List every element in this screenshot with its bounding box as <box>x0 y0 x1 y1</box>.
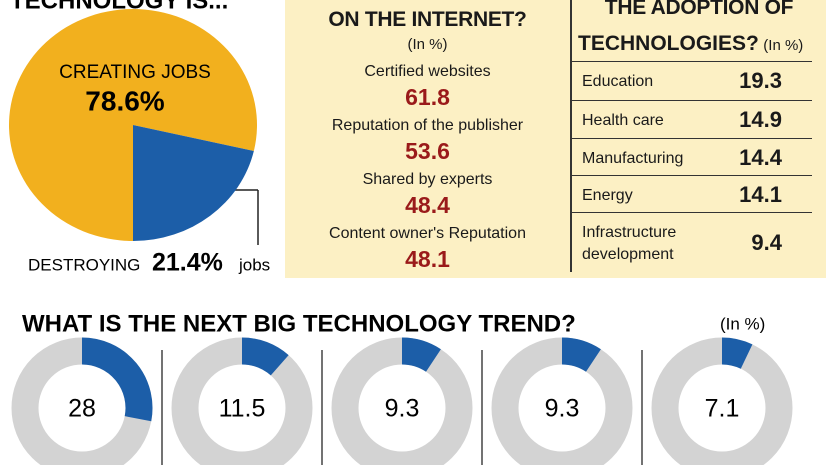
item-value: 61.8 <box>405 84 450 110</box>
row-value: 14.9 <box>739 107 782 132</box>
donuts: 28 11.5 9.3 9.3 7.1 <box>11 337 793 465</box>
row-rule <box>572 175 812 176</box>
row-value: 19.3 <box>739 68 782 93</box>
pie-label: DESTROYING <box>28 255 140 274</box>
item-label: Certified websites <box>364 63 491 80</box>
trend-title: WHAT IS THE NEXT BIG TECHNOLOGY TREND? <box>22 310 576 337</box>
donut-value-label: 7.1 <box>705 395 740 423</box>
item-label: Shared by experts <box>362 171 493 188</box>
row-rule <box>572 138 812 139</box>
row-value: 9.4 <box>751 229 782 255</box>
pie-slice <box>133 125 254 241</box>
pie-annotation: jobs <box>238 255 270 274</box>
pie-label: CREATING JOBS <box>59 62 211 83</box>
row-label: Infrastructure development <box>582 223 677 263</box>
row-label: Health care <box>582 112 664 129</box>
panel-title-line: TECHNOLOGIES? (In %) <box>578 32 803 56</box>
pie-value-label: 78.6% <box>85 85 164 116</box>
donut-arc <box>401 337 441 373</box>
donut-value-label: 9.3 <box>385 395 420 423</box>
panel-title: ON THE INTERNET? <box>328 8 527 31</box>
row-rule <box>572 61 812 62</box>
pie-title: TECHNOLOGY IS... <box>10 0 228 14</box>
donut-arc <box>241 337 289 376</box>
row-value: 14.4 <box>739 144 782 170</box>
donut-value-label: 28 <box>68 395 96 423</box>
row-label: Education <box>582 73 654 90</box>
panel-background <box>285 0 826 278</box>
item-label: Reputation of the publisher <box>331 117 524 134</box>
donut-value-label: 11.5 <box>219 395 266 423</box>
row-value: 14.1 <box>739 181 782 207</box>
unit-note: (In %) <box>763 37 804 54</box>
unit-note: (In %) <box>720 314 765 333</box>
unit-note: (In %) <box>407 36 448 53</box>
donut-arc <box>561 337 601 373</box>
row-rule <box>572 100 812 101</box>
row-label: Energy <box>582 186 633 204</box>
item-value: 48.1 <box>405 246 450 272</box>
item-value: 48.4 <box>405 192 450 218</box>
donut-value-label: 9.3 <box>545 395 580 423</box>
item-value: 53.6 <box>405 138 450 164</box>
donut-arc <box>81 337 153 422</box>
item-label: Content owner's Reputation <box>329 225 526 242</box>
pie <box>9 8 258 242</box>
panel-title: THE ADOPTION OF <box>604 0 794 19</box>
panel-divider <box>570 0 572 272</box>
donut-arc <box>721 337 753 369</box>
row-rule <box>572 212 812 213</box>
panel-title: TECHNOLOGIES? <box>578 32 759 55</box>
pie-value-label: 21.4% <box>152 249 223 277</box>
row-label: Manufacturing <box>582 149 684 167</box>
